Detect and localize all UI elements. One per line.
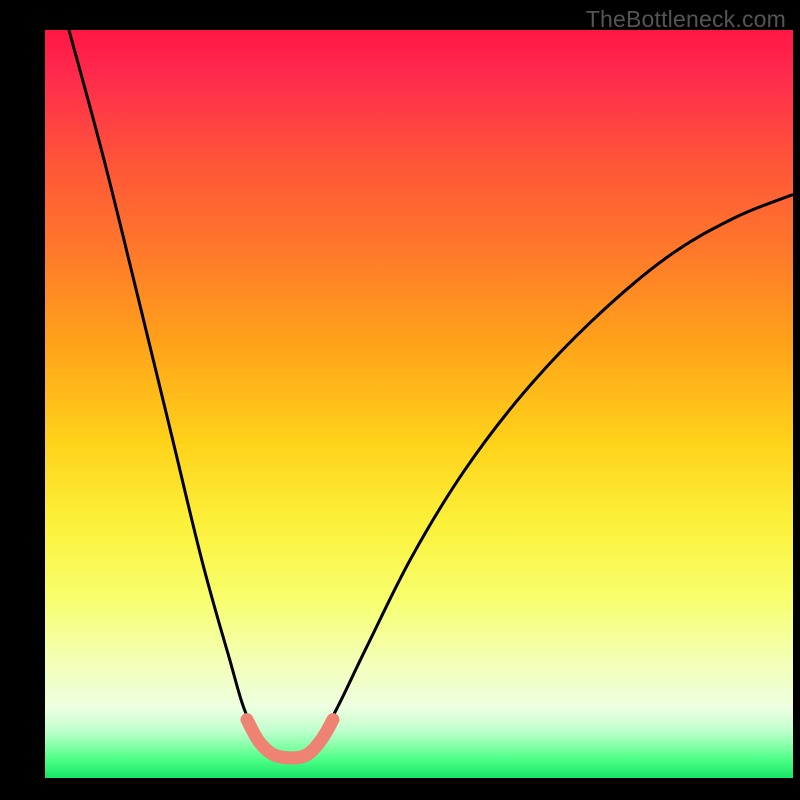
chart-svg [45,30,793,778]
watermark-label: TheBottleneck.com [586,6,786,33]
plot-area [45,30,793,778]
dip-salmon-marker [247,720,333,758]
bottleneck-curve [69,30,793,756]
frame: TheBottleneck.com [0,0,800,800]
